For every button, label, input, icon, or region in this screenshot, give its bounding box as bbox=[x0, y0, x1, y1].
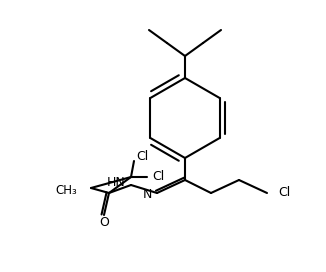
Text: CH₃: CH₃ bbox=[55, 184, 77, 196]
Text: Cl: Cl bbox=[278, 187, 290, 199]
Text: N: N bbox=[143, 188, 152, 202]
Text: Cl: Cl bbox=[136, 150, 148, 162]
Text: O: O bbox=[99, 217, 109, 230]
Text: HN: HN bbox=[107, 177, 126, 190]
Text: Cl: Cl bbox=[152, 171, 164, 184]
